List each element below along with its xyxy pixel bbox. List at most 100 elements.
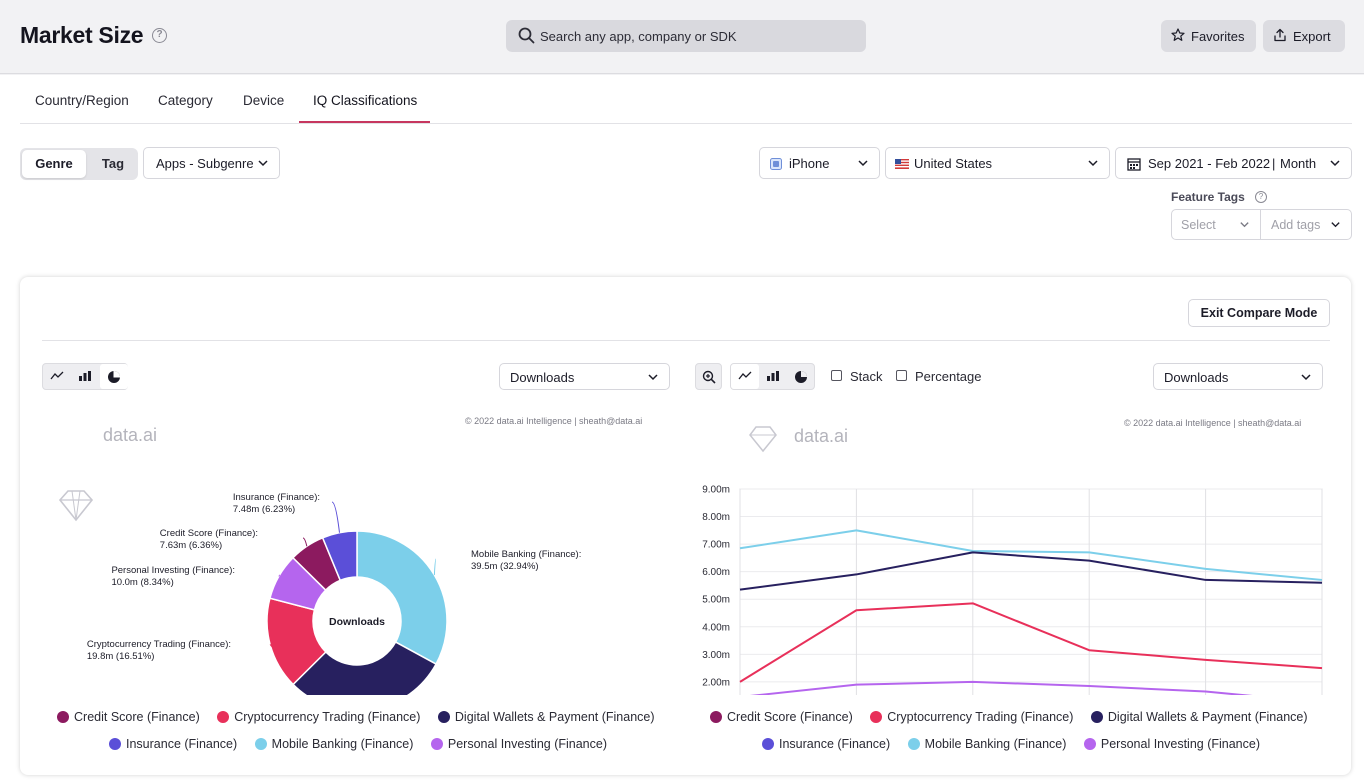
stack-label: Stack [850, 369, 883, 384]
search-placeholder: Search any app, company or SDK [540, 29, 737, 44]
copyright-text: © 2022 data.ai Intelligence | sheath@dat… [1124, 418, 1302, 428]
page-title: Market Size [20, 22, 144, 48]
pie-leader-line [269, 644, 277, 650]
series-line[interactable] [739, 529, 1323, 581]
pie-label-name: Mobile Banking (Finance): [471, 549, 581, 560]
pie-label-name: Cryptocurrency Trading (Finance): [87, 639, 231, 650]
legend-left-row2: Insurance (Finance) Mobile Banking (Fina… [109, 737, 621, 753]
left-metric-dropdown[interactable]: Downloads [499, 363, 670, 390]
genre-toggle[interactable]: Genre [22, 150, 86, 178]
help-icon[interactable]: ? [1255, 191, 1267, 203]
feature-tags-label: Feature Tags [1171, 190, 1245, 204]
bar-chart-toggle[interactable] [759, 364, 787, 389]
search-icon [518, 27, 535, 44]
date-range-dropdown[interactable]: Sep 2021 - Feb 2022 | Month [1115, 147, 1352, 179]
legend-item[interactable]: Insurance (Finance) [109, 737, 237, 751]
legend-left-row1: Credit Score (Finance) Cryptocurrency Tr… [57, 710, 669, 726]
series-line[interactable] [740, 680, 1322, 695]
right-metric-dropdown[interactable]: Downloads [1153, 363, 1323, 390]
feature-tags-select[interactable]: Select [1171, 209, 1261, 240]
legend-item[interactable]: Digital Wallets & Payment (Finance) [1090, 710, 1308, 724]
pie-label-value: 10.0m (8.34%) [111, 577, 173, 588]
line-chart-toggle[interactable] [43, 364, 71, 389]
legend-item[interactable]: Personal Investing (Finance) [430, 737, 607, 751]
line-chart-icon [50, 371, 64, 380]
chevron-down-icon [1330, 160, 1340, 167]
series-line[interactable] [739, 551, 1323, 591]
legend-item[interactable]: Mobile Banking (Finance) [907, 737, 1066, 751]
series-line[interactable] [739, 602, 1323, 683]
granularity-value: Month [1280, 156, 1317, 171]
watermark-text: data.ai [103, 425, 158, 445]
legend-item[interactable]: Insurance (Finance) [762, 737, 890, 751]
pie-label-name: Insurance (Finance): [233, 492, 320, 503]
tab-country-region[interactable]: Country/Region [35, 93, 129, 108]
add-tags-dropdown[interactable]: Add tags [1260, 209, 1352, 240]
chevron-down-icon [1331, 222, 1340, 228]
tab-divider [20, 123, 1352, 124]
legend-item[interactable]: Credit Score (Finance) [57, 710, 200, 724]
chart-card [20, 277, 1351, 775]
legend-right-row2: Insurance (Finance) Mobile Banking (Fina… [762, 737, 1274, 753]
pie-label-name: Personal Investing (Finance): [111, 565, 235, 576]
pie-label-value: 7.48m (6.23%) [233, 504, 295, 515]
chevron-down-icon [1240, 222, 1249, 228]
us-flag-icon [895, 159, 909, 169]
tab-device[interactable]: Device [243, 93, 285, 108]
zoom-button[interactable] [695, 363, 722, 390]
favorites-button[interactable]: Favorites [1161, 20, 1256, 52]
line-chart: 01.00m2.00m3.00m4.00m5.00m6.00m7.00m8.00… [702, 426, 1323, 695]
exit-compare-mode-button[interactable]: Exit Compare Mode [1188, 299, 1330, 327]
line-chart-toggle[interactable] [731, 364, 759, 389]
line-chart-icon [738, 371, 752, 380]
chart-type-toggle-right [730, 363, 815, 390]
active-tab-indicator [299, 121, 430, 123]
watermark-text: data.ai [794, 426, 849, 446]
search-input[interactable]: Search any app, company or SDK [506, 20, 866, 52]
percentage-checkbox[interactable] [896, 370, 907, 381]
star-icon [1171, 28, 1185, 41]
legend-item[interactable]: Cryptocurrency Trading (Finance) [217, 710, 420, 724]
tag-toggle[interactable]: Tag [101, 156, 125, 171]
y-tick-label: 3.00m [702, 650, 730, 661]
tab-iq-classifications[interactable]: IQ Classifications [313, 93, 418, 108]
bar-chart-toggle[interactable] [71, 364, 99, 389]
help-icon[interactable]: ? [152, 28, 167, 43]
pie-chart-toggle[interactable] [100, 364, 128, 389]
pie-label-value: 39.5m (32.94%) [471, 561, 539, 572]
subgenre-dropdown[interactable]: Apps - Subgenre [143, 147, 280, 179]
pie-chart-toggle[interactable] [787, 364, 815, 389]
zoom-icon [702, 370, 716, 384]
device-dropdown[interactable]: iPhone [759, 147, 880, 179]
genre-tag-toggle: Genre Tag [20, 148, 138, 180]
pie-chart-icon [795, 371, 807, 383]
percentage-label: Percentage [915, 369, 982, 384]
y-tick-label: 6.00m [702, 567, 730, 578]
pie-center-label: Downloads [329, 616, 385, 628]
country-dropdown[interactable]: United States [885, 147, 1110, 179]
pie-leader-line [278, 574, 281, 577]
tab-category[interactable]: Category [158, 93, 213, 108]
top-bar: Market Size ? Search any app, company or… [0, 0, 1364, 74]
legend-item[interactable]: Personal Investing (Finance) [1083, 737, 1260, 751]
pie-chart: Mobile Banking (Finance):39.5m (32.94%) D… [58, 490, 581, 695]
legend-item[interactable]: Mobile Banking (Finance) [254, 737, 413, 751]
pie-chart-icon [108, 371, 120, 383]
pie-hole [313, 577, 401, 665]
bar-chart-icon [79, 371, 91, 381]
chevron-down-icon [1088, 160, 1098, 167]
iphone-icon [770, 158, 782, 170]
legend-item[interactable]: Digital Wallets & Payment (Finance) [437, 710, 655, 724]
card-divider [42, 340, 1330, 341]
bar-chart-icon [767, 371, 779, 381]
legend-item[interactable]: Credit Score (Finance) [710, 710, 853, 724]
plot-area [739, 488, 1323, 695]
chevron-down-icon [858, 160, 868, 167]
pie-leader-line [302, 537, 308, 547]
legend-item[interactable]: Cryptocurrency Trading (Finance) [870, 710, 1073, 724]
stack-checkbox[interactable] [831, 370, 842, 381]
export-button[interactable]: Export [1263, 20, 1345, 52]
y-tick-label: 4.00m [702, 622, 730, 633]
chart-type-toggle [42, 363, 128, 390]
chevron-down-icon [648, 374, 658, 381]
